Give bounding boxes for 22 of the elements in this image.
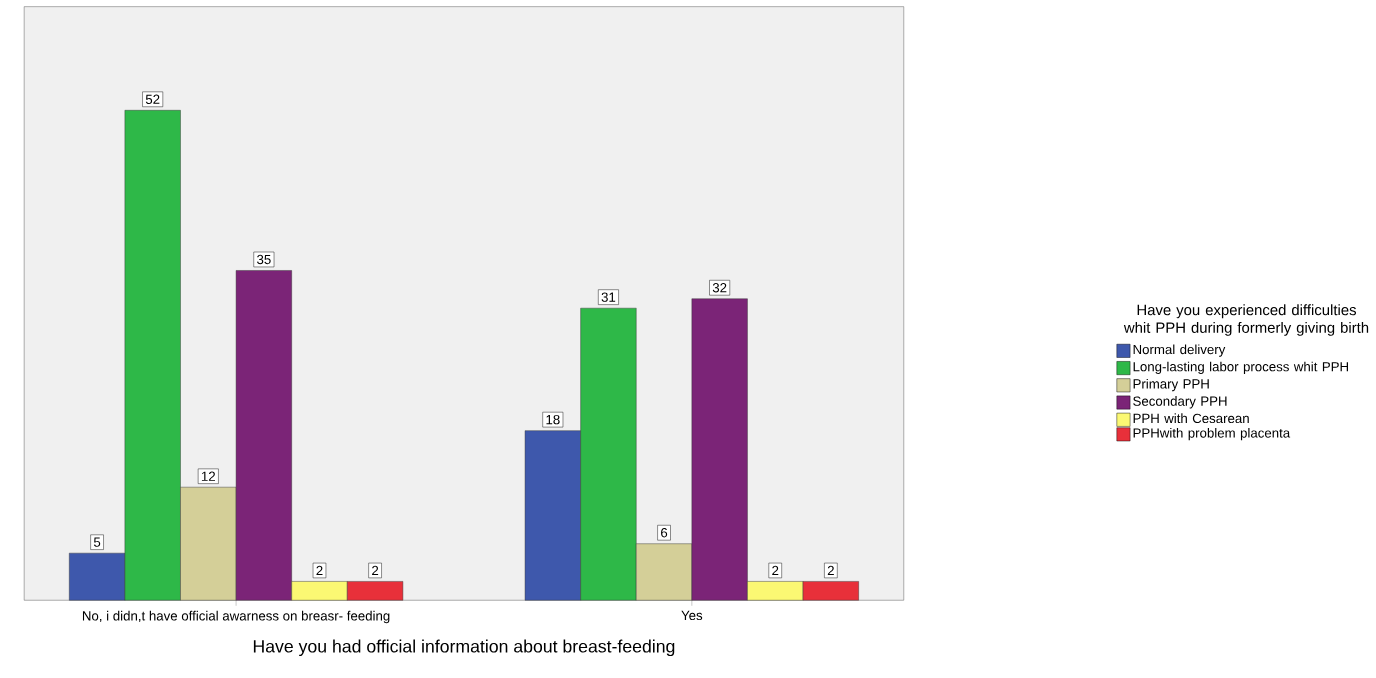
legend-label: Primary PPH [1133, 378, 1209, 392]
legend-label: Normal delivery [1133, 344, 1226, 357]
data-label: 18 [546, 414, 560, 425]
data-label: 6 [661, 527, 668, 538]
data-label: 52 [145, 94, 160, 104]
x-tick-label: Yes [681, 610, 703, 620]
x-axis-title: Have you had official information about breast-feeding [253, 639, 675, 656]
legend-label: Long-lasting labor process whit PPH [1133, 361, 1348, 374]
data-label: 32 [712, 282, 727, 293]
x-tick-label: No, i didn,t have official awarness on breasr- feeding [82, 610, 390, 623]
legend-title: Have you experienced difficulties whit PPH during formerly giving birth [1123, 304, 1369, 336]
data-label: 5 [93, 537, 101, 547]
legend-label: PPHwith problem placenta [1133, 427, 1291, 441]
data-label: 2 [772, 565, 779, 575]
data-label: 2 [372, 565, 379, 575]
data-label: 12 [201, 471, 215, 481]
legend-label: Secondary PPH [1133, 395, 1227, 409]
legend-label: PPH with Cesarean [1133, 413, 1249, 423]
data-label: 31 [601, 292, 616, 302]
data-label: 2 [827, 565, 834, 575]
data-label: 2 [316, 565, 323, 575]
data-label: 35 [257, 254, 271, 264]
